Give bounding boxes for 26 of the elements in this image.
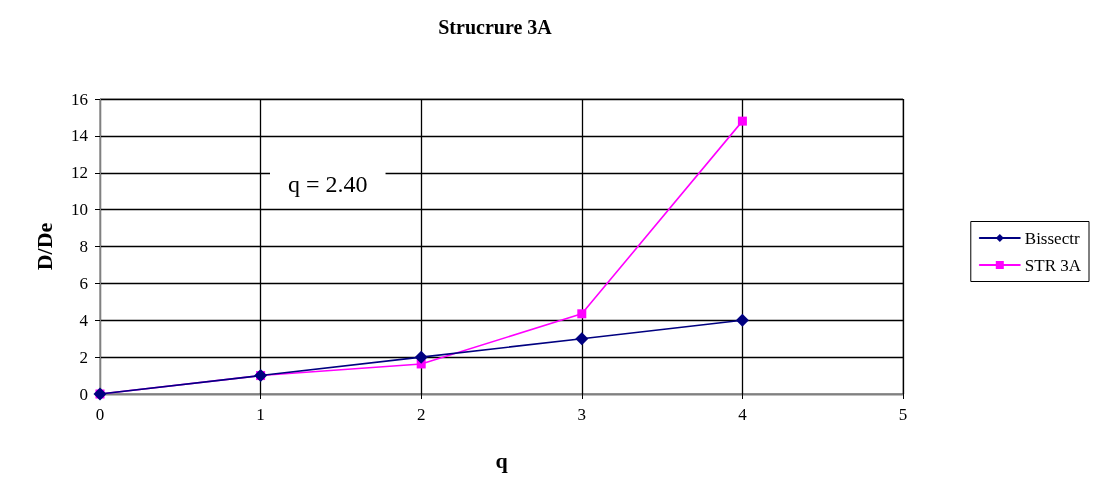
point (575, 332, 589, 346)
legend-label: STR 3A (1024, 255, 1082, 275)
point (737, 116, 747, 126)
y-tick-label: 12 (71, 163, 88, 183)
y-tick-label: 8 (79, 237, 88, 256)
point (735, 313, 749, 327)
x-axis-title: q (495, 447, 509, 473)
y-tick-label: 10 (71, 200, 88, 220)
x-tick-label: 5 (898, 405, 908, 424)
y-tick-label: 0 (79, 384, 88, 404)
x-tick-label: 3 (577, 405, 587, 424)
y-tick-label: 14 (71, 126, 89, 146)
chart-title: Strucrure 3A (438, 16, 553, 38)
point (577, 309, 587, 319)
y-tick-label: 4 (79, 310, 89, 330)
y-tick-label: 16 (71, 89, 88, 109)
x-tick-label: 2 (416, 405, 426, 424)
y-tick-label: 6 (79, 273, 88, 293)
point (414, 350, 428, 364)
y-axis-title: D/De (31, 222, 57, 271)
annotation: q = 2.40 (288, 171, 368, 197)
legend-label: Bissectr (1024, 228, 1080, 248)
x-tick-label: 0 (95, 405, 105, 424)
x-tick-label: 1 (256, 405, 265, 424)
y-tick-label: 2 (79, 347, 88, 367)
x-tick-label: 4 (738, 405, 748, 424)
